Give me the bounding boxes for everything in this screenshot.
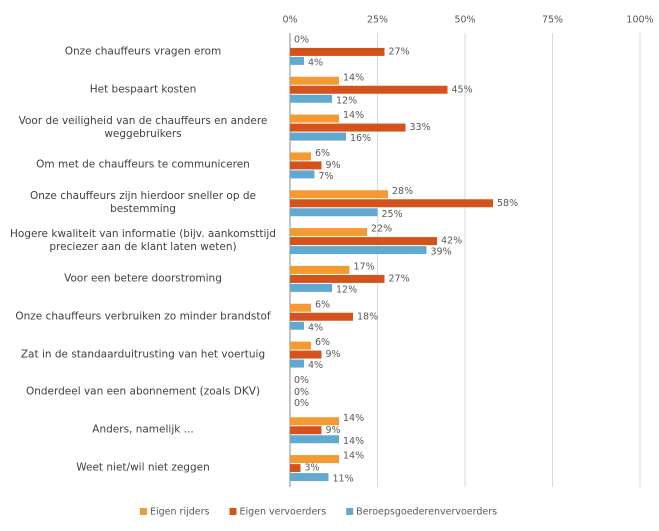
bar bbox=[290, 47, 385, 56]
x-tick-label: 100% bbox=[626, 15, 653, 26]
bar bbox=[290, 123, 406, 132]
bar bbox=[290, 152, 311, 161]
legend-swatch bbox=[346, 508, 354, 515]
bar bbox=[290, 435, 339, 444]
bar bbox=[290, 265, 350, 274]
legend-swatch bbox=[140, 508, 147, 515]
bar bbox=[290, 237, 437, 246]
data-label: 33% bbox=[410, 122, 431, 133]
legend-swatch bbox=[229, 508, 237, 515]
legend-label: Beroepsgoederenvervoerders bbox=[356, 507, 497, 518]
data-label: 45% bbox=[452, 84, 473, 95]
data-label: 6% bbox=[315, 148, 330, 159]
data-label: 14% bbox=[343, 72, 364, 83]
data-label: 14% bbox=[343, 451, 364, 462]
data-label: 16% bbox=[350, 133, 371, 144]
bar bbox=[290, 417, 339, 426]
data-label: 11% bbox=[333, 474, 354, 485]
data-label: 14% bbox=[343, 436, 364, 447]
bar bbox=[290, 246, 427, 255]
bar bbox=[290, 283, 332, 292]
bar bbox=[290, 464, 301, 473]
data-label: 0% bbox=[294, 375, 309, 386]
bar bbox=[290, 274, 385, 283]
bar bbox=[290, 303, 311, 312]
data-label: 9% bbox=[326, 425, 341, 436]
x-tick-label: 75% bbox=[542, 15, 563, 26]
category-label: Om met de chauffeurs te communiceren bbox=[36, 158, 250, 171]
category-label: Onze chauffeurs verbruiken zo minder bra… bbox=[15, 310, 271, 323]
data-label: 7% bbox=[319, 171, 334, 182]
data-label: 0% bbox=[294, 387, 309, 398]
data-label: 14% bbox=[343, 110, 364, 121]
category-label: Zat in de standaarduitrusting van het vo… bbox=[20, 348, 266, 361]
data-label: 42% bbox=[441, 236, 462, 247]
data-label: 58% bbox=[497, 198, 518, 209]
bar bbox=[290, 56, 304, 65]
category-label: Onze chauffeurs vragen erom bbox=[64, 45, 222, 58]
data-label: 9% bbox=[326, 349, 341, 360]
data-label: 12% bbox=[336, 284, 357, 295]
category-label: Het bespaart kosten bbox=[89, 83, 197, 96]
data-label: 22% bbox=[371, 224, 392, 235]
data-label: 9% bbox=[326, 160, 341, 171]
bar bbox=[290, 473, 329, 482]
x-tick-label: 25% bbox=[367, 15, 388, 26]
bar bbox=[290, 85, 448, 94]
data-label: 0% bbox=[294, 398, 309, 409]
bar bbox=[290, 321, 304, 330]
data-label: 25% bbox=[382, 209, 403, 220]
data-label: 39% bbox=[431, 247, 452, 258]
data-label: 4% bbox=[308, 57, 323, 68]
x-tick-label: 0% bbox=[282, 15, 297, 26]
legend-label: Eigen rijders bbox=[150, 507, 210, 518]
data-label: 14% bbox=[343, 413, 364, 424]
data-label: 4% bbox=[308, 322, 323, 333]
category-label: Hogere kwaliteit van informatie (bijv. a… bbox=[10, 228, 276, 254]
bar bbox=[290, 455, 339, 464]
bar bbox=[290, 199, 493, 208]
bar bbox=[290, 359, 304, 368]
data-label: 3% bbox=[305, 463, 320, 474]
category-label: Anders, namelijk ... bbox=[92, 423, 194, 436]
bar bbox=[290, 312, 353, 321]
bar bbox=[290, 228, 367, 237]
bar bbox=[290, 94, 332, 103]
bar bbox=[290, 190, 388, 199]
bar bbox=[290, 132, 346, 141]
x-tick-label: 50% bbox=[454, 15, 475, 26]
bar bbox=[290, 426, 322, 435]
data-label: 27% bbox=[389, 273, 410, 284]
data-label: 4% bbox=[308, 360, 323, 371]
data-label: 6% bbox=[315, 299, 330, 310]
bar bbox=[290, 161, 322, 170]
data-label: 18% bbox=[357, 311, 378, 322]
bar bbox=[290, 170, 315, 179]
data-label: 6% bbox=[315, 337, 330, 348]
category-label: Onderdeel van een abonnement (zoals DKV) bbox=[25, 385, 261, 398]
data-label: 17% bbox=[354, 261, 375, 272]
bar bbox=[290, 76, 339, 85]
category-label: Voor een betere doorstroming bbox=[64, 272, 222, 285]
data-label: 12% bbox=[336, 95, 357, 106]
data-label: 27% bbox=[389, 46, 410, 57]
bar bbox=[290, 114, 339, 123]
category-label: Voor de veiligheid van de chauffeurs en … bbox=[18, 114, 268, 140]
bar bbox=[290, 208, 378, 217]
data-label: 0% bbox=[294, 34, 309, 45]
category-label: Onze chauffeurs zijn hierdoor sneller op… bbox=[30, 190, 256, 216]
legend-label: Eigen vervoerders bbox=[239, 507, 326, 518]
category-label: Weet niet/wil niet zeggen bbox=[76, 461, 210, 474]
bar bbox=[290, 350, 322, 359]
bar bbox=[290, 341, 311, 350]
data-label: 28% bbox=[392, 186, 413, 197]
